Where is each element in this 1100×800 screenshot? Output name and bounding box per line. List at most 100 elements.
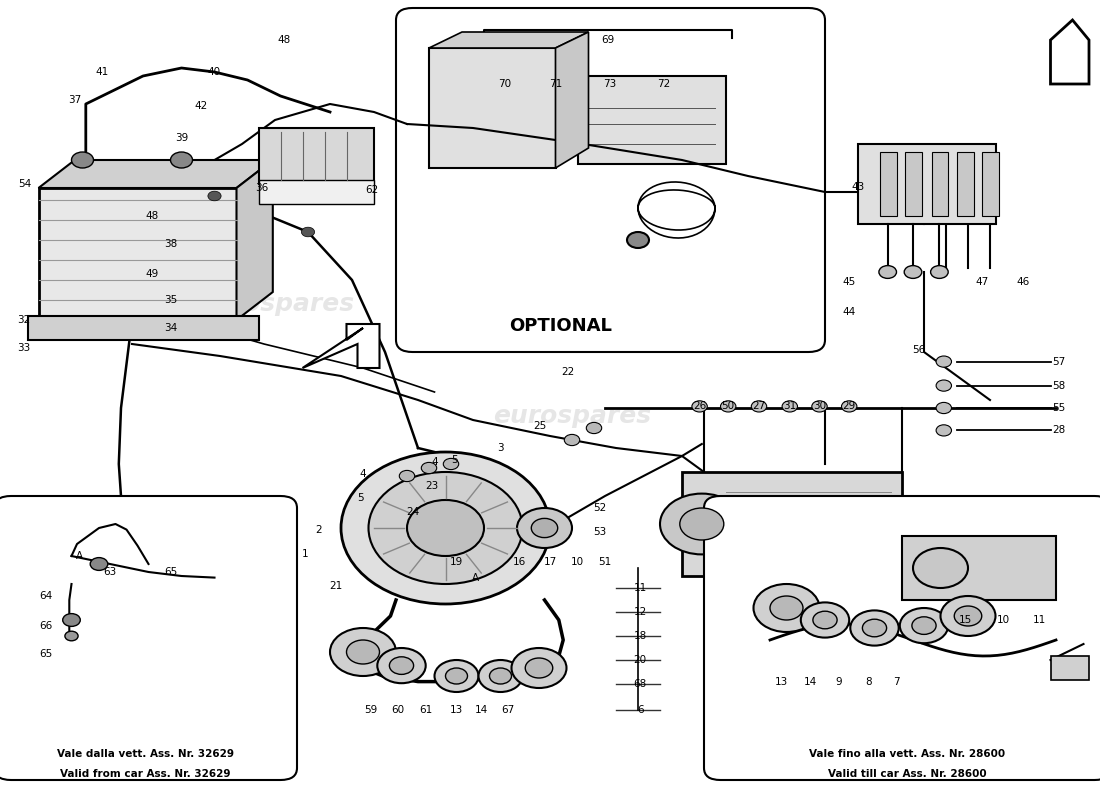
Text: 29: 29 (843, 402, 856, 411)
Text: 26: 26 (693, 402, 706, 411)
Circle shape (660, 494, 744, 554)
Text: 27: 27 (752, 402, 766, 411)
Text: 67: 67 (502, 706, 515, 715)
Text: 68: 68 (634, 679, 647, 689)
Text: 66: 66 (40, 621, 53, 630)
Circle shape (830, 500, 896, 548)
Circle shape (531, 518, 558, 538)
Circle shape (812, 401, 827, 412)
Text: 11: 11 (1033, 615, 1046, 625)
Circle shape (813, 611, 837, 629)
Bar (578, 76, 726, 164)
Circle shape (913, 548, 968, 588)
Text: Valid from car Ass. Nr. 32629: Valid from car Ass. Nr. 32629 (60, 770, 231, 779)
Text: 53: 53 (593, 527, 606, 537)
Text: 38: 38 (164, 239, 177, 249)
Bar (905, 152, 922, 216)
Text: 21: 21 (329, 581, 342, 590)
Text: 69: 69 (602, 35, 615, 45)
Text: 55: 55 (1053, 403, 1066, 413)
Circle shape (517, 508, 572, 548)
Text: 10: 10 (571, 557, 584, 566)
Bar (880, 152, 896, 216)
Bar (957, 152, 974, 216)
Text: 40: 40 (208, 67, 221, 77)
Circle shape (446, 668, 468, 684)
Bar (39, 188, 236, 320)
Text: 35: 35 (164, 295, 177, 305)
Text: 39: 39 (175, 133, 188, 142)
Text: 17: 17 (543, 557, 557, 566)
Text: Valid till car Ass. Nr. 28600: Valid till car Ass. Nr. 28600 (828, 770, 987, 779)
Circle shape (90, 558, 108, 570)
Circle shape (586, 422, 602, 434)
Text: 60: 60 (392, 706, 405, 715)
Circle shape (330, 628, 396, 676)
Text: 44: 44 (843, 307, 856, 317)
FancyBboxPatch shape (0, 496, 297, 780)
Text: 19: 19 (450, 557, 463, 566)
Text: 20: 20 (634, 655, 647, 665)
Text: 47: 47 (976, 277, 989, 286)
FancyBboxPatch shape (704, 496, 1100, 780)
Text: 46: 46 (1016, 277, 1030, 286)
FancyBboxPatch shape (396, 8, 825, 352)
Bar (429, 48, 556, 168)
Text: 23: 23 (426, 481, 439, 490)
Text: 43: 43 (851, 182, 865, 192)
Circle shape (627, 232, 649, 248)
Polygon shape (1050, 20, 1089, 84)
Circle shape (170, 152, 192, 168)
Text: 8: 8 (866, 677, 872, 686)
Circle shape (72, 152, 94, 168)
Text: 15: 15 (959, 615, 972, 625)
Text: 33: 33 (18, 343, 31, 353)
Bar (1050, 656, 1089, 680)
Polygon shape (429, 32, 588, 48)
Circle shape (936, 425, 952, 436)
Circle shape (399, 470, 415, 482)
Text: 2: 2 (316, 525, 322, 534)
Text: 65: 65 (164, 567, 177, 577)
Text: 54: 54 (19, 179, 32, 189)
Text: 58: 58 (1053, 381, 1066, 390)
Circle shape (490, 668, 512, 684)
Bar (982, 152, 999, 216)
Text: 3: 3 (497, 443, 504, 453)
Text: 41: 41 (96, 67, 109, 77)
Circle shape (900, 608, 948, 643)
Text: 61: 61 (419, 706, 432, 715)
Text: 18: 18 (634, 631, 647, 641)
Text: A: A (76, 551, 82, 561)
Text: OPTIONAL: OPTIONAL (509, 317, 613, 334)
Circle shape (931, 266, 948, 278)
Text: 12: 12 (634, 607, 647, 617)
Text: 10: 10 (997, 615, 1010, 625)
Circle shape (63, 614, 80, 626)
Polygon shape (236, 160, 273, 320)
Circle shape (850, 610, 899, 646)
Circle shape (512, 648, 566, 688)
Text: 14: 14 (804, 677, 817, 686)
Circle shape (526, 658, 552, 678)
Circle shape (346, 640, 380, 664)
Text: 34: 34 (164, 323, 177, 333)
Circle shape (936, 380, 952, 391)
Text: 32: 32 (18, 315, 31, 325)
Bar (858, 144, 996, 224)
Circle shape (801, 602, 849, 638)
Text: 49: 49 (145, 269, 158, 278)
Text: 50: 50 (722, 402, 735, 411)
Text: Vale dalla vett. Ass. Nr. 32629: Vale dalla vett. Ass. Nr. 32629 (57, 749, 233, 758)
Text: 4: 4 (360, 469, 366, 478)
Bar (258, 128, 374, 184)
Circle shape (754, 584, 820, 632)
Circle shape (912, 617, 936, 634)
Text: 36: 36 (255, 183, 268, 193)
Text: 57: 57 (1053, 357, 1066, 366)
Text: 59: 59 (364, 706, 377, 715)
Text: eurospares: eurospares (493, 404, 651, 428)
Text: 37: 37 (68, 95, 81, 105)
Text: 42: 42 (195, 101, 208, 110)
Circle shape (389, 657, 414, 674)
